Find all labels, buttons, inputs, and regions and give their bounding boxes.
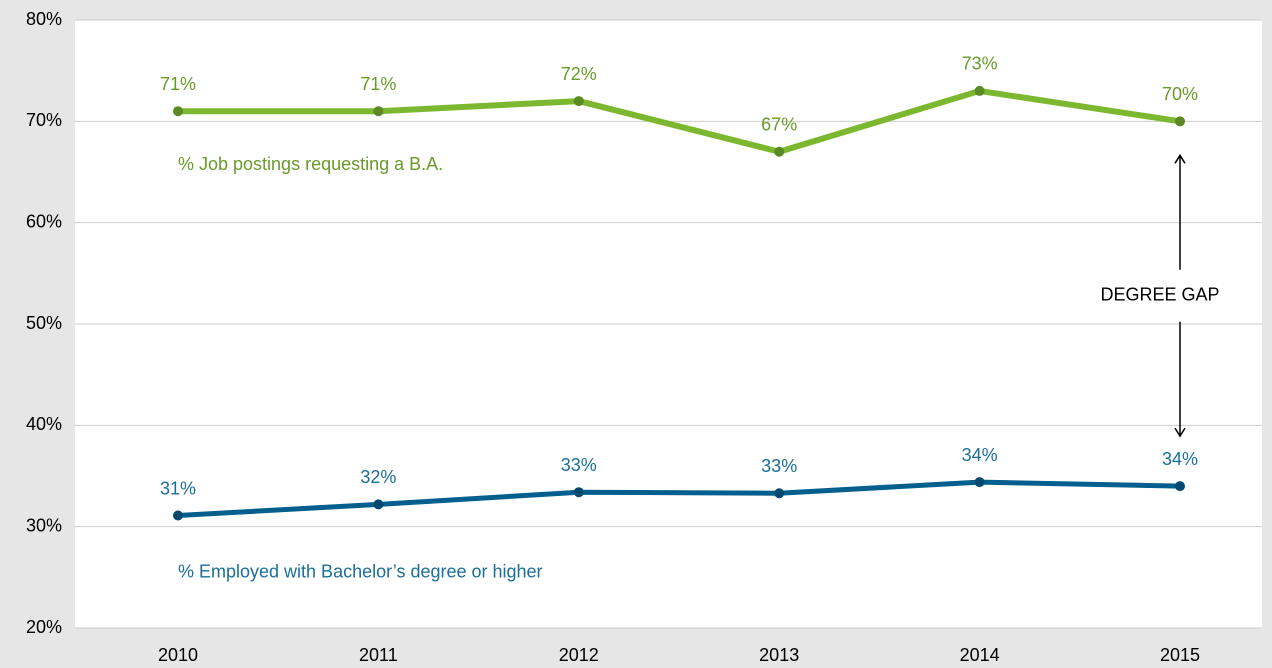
value-label: 72% [561, 64, 597, 84]
marker [974, 477, 985, 488]
y-tick-label: 20% [26, 617, 62, 637]
value-label: 67% [761, 114, 797, 134]
value-label: 33% [561, 455, 597, 475]
x-tick-label: 2013 [759, 645, 799, 665]
marker [173, 106, 183, 117]
marker [173, 510, 183, 521]
value-label: 34% [962, 445, 998, 465]
value-label: 70% [1162, 84, 1198, 104]
value-label: 33% [761, 456, 797, 476]
marker [774, 488, 785, 499]
marker [974, 85, 985, 96]
marker [1175, 116, 1185, 127]
x-tick-label: 2011 [359, 645, 398, 665]
value-label: 34% [1162, 449, 1198, 469]
marker [1175, 481, 1185, 492]
annotation: DEGREE GAP [1100, 284, 1219, 304]
x-tick-label: 2014 [960, 645, 1000, 665]
y-tick-label: 60% [26, 211, 62, 231]
x-tick-label: 2012 [559, 645, 599, 665]
marker [573, 487, 584, 498]
y-tick-label: 40% [26, 414, 62, 434]
marker [373, 499, 384, 510]
arrow-head [1174, 153, 1186, 164]
x-tick-label: 2015 [1160, 645, 1200, 665]
series-line [177, 479, 1181, 519]
y-tick-label: 30% [26, 515, 62, 535]
arrow-head [1174, 427, 1186, 438]
y-tick-label: 70% [26, 110, 62, 130]
marker [573, 96, 584, 107]
value-label: 73% [962, 54, 998, 74]
value-label: 32% [360, 467, 396, 487]
y-tick-label: 50% [26, 313, 62, 333]
value-label: 31% [160, 478, 196, 498]
series-label: % Job postings requesting a B.A. [178, 154, 443, 174]
value-label: 71% [160, 74, 196, 94]
marker [373, 106, 384, 117]
value-label: 71% [360, 74, 396, 94]
y-tick-label: 80% [26, 9, 62, 29]
series-label: % Employed with Bachelor’s degree or hig… [178, 561, 543, 581]
marker [774, 146, 785, 157]
series-line [178, 87, 1181, 155]
x-tick-label: 2010 [158, 645, 198, 665]
